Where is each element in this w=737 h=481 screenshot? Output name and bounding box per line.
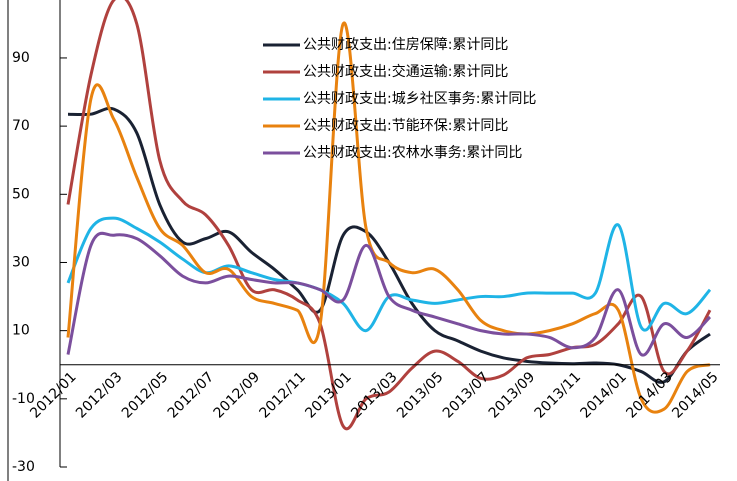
plot — [66, 0, 712, 431]
x-tick-label: 2012/01 — [27, 369, 79, 421]
x-tick-label: 2013/07 — [440, 369, 492, 421]
x-tick-label: 2012/09 — [211, 369, 263, 421]
y-tick-label: 50 — [12, 186, 30, 202]
legend-label: 公共财政支出:交通运输:累计同比 — [303, 63, 508, 80]
legend-label: 公共财政支出:城乡社区事务:累计同比 — [303, 91, 536, 107]
series-line — [66, 21, 711, 414]
series-line — [66, 231, 712, 357]
y-tick-label: 70 — [12, 118, 30, 134]
y-tick-label: 30 — [12, 254, 30, 270]
y-tick-label: -30 — [12, 459, 35, 475]
series-line — [66, 216, 712, 333]
x-tick-label: 2012/05 — [119, 369, 171, 421]
legend-label: 公共财政支出:住房保障:累计同比 — [303, 37, 508, 53]
series-line — [66, 0, 712, 431]
x-tick-label: 2012/03 — [73, 369, 125, 421]
x-tick-label: 2012/11 — [256, 369, 308, 421]
y-tick-label: -10 — [12, 391, 35, 407]
x-tick-label: 2013/01 — [302, 369, 354, 421]
legend-label: 公共财政支出:农林水事务:累计同比 — [303, 145, 522, 161]
legend-label: 公共财政支出:节能环保:累计同比 — [303, 118, 508, 134]
x-tick-label: 2014/05 — [669, 369, 721, 421]
y-tick-label: 10 — [12, 323, 30, 339]
x-tick-label: 2013/03 — [348, 369, 400, 421]
x-tick-label: 2014/01 — [577, 369, 629, 421]
y-tick-label: 90 — [12, 50, 30, 66]
x-tick-label: 2013/11 — [532, 369, 584, 421]
x-tick-label: 2012/07 — [165, 369, 217, 421]
